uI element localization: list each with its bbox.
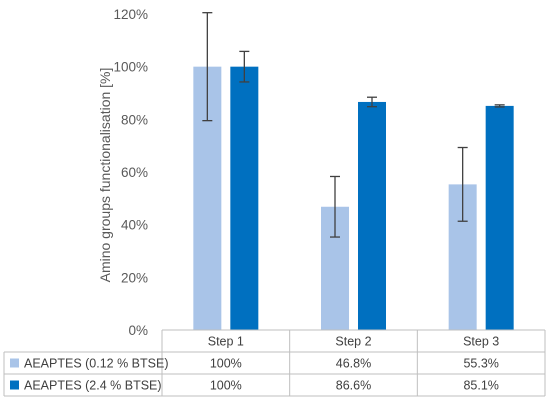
- error-bar: [330, 175, 340, 238]
- error-bars: [202, 12, 505, 238]
- y-tick-label: 80%: [121, 112, 148, 127]
- x-category-label: Step 3: [463, 335, 499, 349]
- x-category-label: Step 1: [208, 335, 244, 349]
- table-value: 46.8%: [336, 357, 371, 371]
- error-bar: [202, 12, 213, 122]
- y-tick-label: 0%: [128, 323, 148, 338]
- bar: [485, 105, 514, 330]
- bar: [230, 66, 259, 331]
- error-bar: [367, 96, 377, 108]
- error-bar: [239, 50, 250, 83]
- y-tick-label: 20%: [121, 270, 148, 285]
- bars: [193, 66, 514, 331]
- x-category-label: Step 2: [335, 335, 371, 349]
- data-table: Step 1 Step 2 Step 3 AEAPTES (0.12 % BTSE) 1…: [3, 329, 546, 397]
- y-tick-label: 40%: [121, 218, 148, 233]
- error-bar: [457, 146, 468, 222]
- y-tick-label: 100%: [113, 60, 148, 75]
- table-value: 100%: [210, 379, 242, 393]
- table-value: 100%: [210, 357, 242, 371]
- legend-swatch: [10, 380, 19, 390]
- error-bar: [494, 104, 505, 108]
- bar: [358, 101, 386, 330]
- table-value: 85.1%: [463, 379, 498, 393]
- legend-label: AEAPTES (2.4 % BTSE): [24, 379, 162, 393]
- legend-label: AEAPTES (0.12 % BTSE): [24, 357, 169, 371]
- y-tick-label: 60%: [121, 165, 148, 180]
- y-tick-label: 120%: [113, 7, 148, 22]
- table-value: 55.3%: [463, 357, 498, 371]
- y-axis-label: Amino groups functionalisation [%]: [97, 68, 113, 283]
- y-axis: 0% 20% 40% 60% 80% 100% 120%: [113, 7, 148, 338]
- legend-swatch: [10, 358, 19, 368]
- table-value: 86.6%: [336, 379, 371, 393]
